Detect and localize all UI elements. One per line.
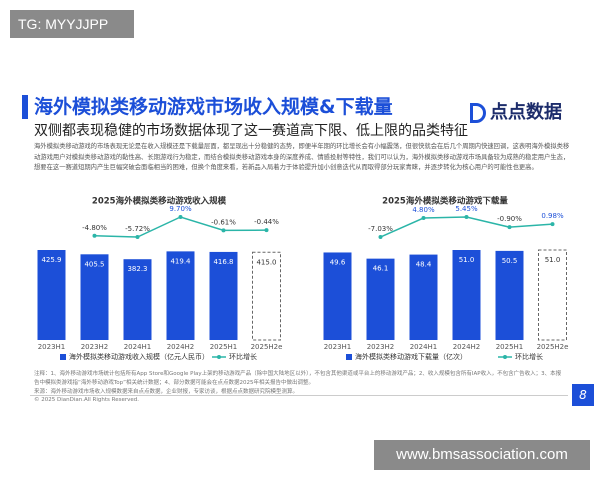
page-number: 8 xyxy=(572,384,594,406)
bar-label: 51.0 xyxy=(459,256,475,264)
bar xyxy=(409,254,438,340)
x-tick-label: 2025H1 xyxy=(210,343,238,351)
growth-line xyxy=(380,216,553,238)
growth-label: -4.80% xyxy=(82,224,107,232)
logo-text: 点点数据 xyxy=(490,102,562,123)
x-tick-label: 2024H2 xyxy=(167,343,195,351)
source: 来源：海外移动游戏市场收入规模数据来自点点数据，企业财报，专家访谈，根据点点数据… xyxy=(34,389,299,395)
growth-dot xyxy=(92,233,97,238)
bar-label: 382.3 xyxy=(127,265,147,273)
bar-label: 416.8 xyxy=(213,258,233,266)
growth-label: -0.44% xyxy=(254,218,279,226)
bar xyxy=(323,252,352,340)
logo-icon xyxy=(470,103,486,123)
growth-dot xyxy=(550,222,555,227)
paragraph: 海外模拟类移动游戏的市场表现无论是在收入规模还是下载量层面，都呈现出十分稳健的态… xyxy=(34,143,570,171)
x-tick-label: 2025H1 xyxy=(496,343,524,351)
growth-dot xyxy=(221,228,226,233)
legend-label: 海外模拟类移动游戏下载量（亿次） xyxy=(355,352,467,361)
chart-title: 2025海外模拟类移动游戏下载量 xyxy=(382,196,508,207)
bar-label: 49.6 xyxy=(330,258,346,266)
bar-label: 46.1 xyxy=(373,265,389,273)
bar-label: 48.4 xyxy=(416,261,432,269)
bar xyxy=(123,259,152,340)
growth-dot xyxy=(378,235,383,239)
footnote: 注释：1、海外移动游戏市场统计包括所有App Store和Google Play… xyxy=(34,371,562,386)
x-tick-label: 2024H2 xyxy=(453,343,481,351)
legend-swatch xyxy=(503,355,507,359)
chart-title: 2025海外模拟类移动游戏收入规模 xyxy=(92,196,227,207)
bar-label: 425.9 xyxy=(41,256,61,264)
x-tick-label: 2023H2 xyxy=(367,343,395,351)
x-tick-label: 2024H1 xyxy=(410,343,438,351)
growth-dot xyxy=(178,215,183,219)
page-subtitle: 双侧都表现稳健的市场数据体现了这一赛道高下限、低上限的品类特征 xyxy=(34,123,468,139)
x-tick-label: 2025H2e xyxy=(251,343,283,351)
growth-label: 0.98% xyxy=(541,212,564,220)
growth-dot xyxy=(421,216,426,221)
x-tick-label: 2023H2 xyxy=(81,343,109,351)
x-tick-label: 2025H2e xyxy=(537,343,569,351)
bar xyxy=(37,250,66,340)
bar-label: 51.0 xyxy=(545,256,561,264)
legend-swatch xyxy=(346,354,352,360)
growth-label: 4.80% xyxy=(412,206,435,214)
legend-swatch xyxy=(60,354,66,360)
growth-label: -0.90% xyxy=(497,215,522,223)
bar xyxy=(209,251,238,340)
legend-label: 海外模拟类移动游戏收入规模（亿元人民币） xyxy=(69,352,209,361)
legend-label: 环比增长 xyxy=(515,352,543,361)
bar-label: 415.0 xyxy=(256,258,276,266)
x-tick-label: 2023H1 xyxy=(38,343,66,351)
legend-swatch xyxy=(217,355,221,359)
bar xyxy=(166,251,195,340)
growth-label: -0.61% xyxy=(211,218,236,226)
copyright: © 2025 DianDian.All Rights Reserved. xyxy=(34,397,139,403)
url-watermark: www.bmsassociation.com xyxy=(374,440,590,470)
growth-label: 5.45% xyxy=(455,205,478,213)
page-title: 海外模拟类移动游戏市场收入规模&下载量 xyxy=(34,96,393,118)
title-accent xyxy=(22,95,28,119)
divider xyxy=(30,395,568,396)
bar-label: 419.4 xyxy=(170,257,191,265)
x-tick-label: 2023H1 xyxy=(324,343,352,351)
bar xyxy=(452,250,481,340)
growth-label: -7.03% xyxy=(368,225,393,233)
growth-dot xyxy=(507,225,512,230)
growth-line xyxy=(94,216,267,238)
bar xyxy=(252,251,281,341)
bar xyxy=(80,254,109,340)
x-tick-label: 2024H1 xyxy=(124,343,152,351)
logo: 点点数据 xyxy=(470,98,562,124)
growth-label: -5.72% xyxy=(125,225,150,233)
growth-dot xyxy=(135,235,140,239)
bar xyxy=(366,258,395,340)
bar-label: 405.5 xyxy=(84,260,104,268)
bar xyxy=(538,249,567,341)
watermark: TG: MYYJJPP xyxy=(10,10,134,38)
charts: 2025海外模拟类移动游戏收入规模 425.9 2023H1 405.5 2023H2 3… xyxy=(37,196,569,361)
legend-label: 环比增长 xyxy=(229,352,257,361)
bar-label: 50.5 xyxy=(502,257,518,265)
growth-label: 9.70% xyxy=(169,205,192,213)
growth-dot xyxy=(464,215,469,219)
bar xyxy=(495,250,524,340)
growth-dot xyxy=(264,228,269,233)
